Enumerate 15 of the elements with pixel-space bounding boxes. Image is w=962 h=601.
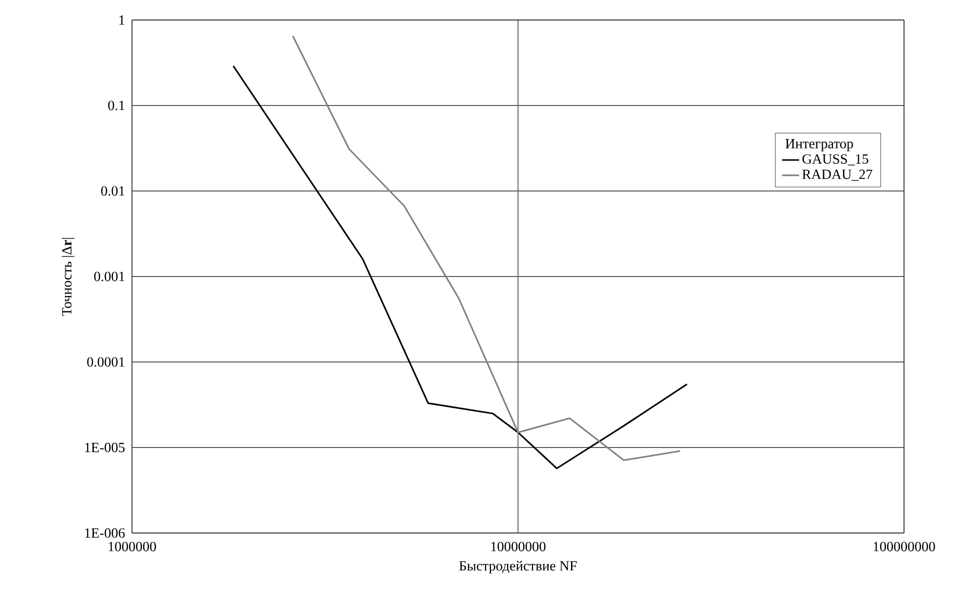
y-tick-label: 1E-006 [85, 528, 125, 538]
y-axis-title: Точность |Δr| [62, 238, 74, 316]
x-tick-label: 1000000 [108, 542, 156, 552]
y-tick-label: 0.0001 [87, 357, 124, 367]
legend-label: RADAU_27 [802, 170, 872, 181]
y-tick-label: 0.001 [94, 272, 124, 282]
y-tick-label: 0.1 [108, 100, 124, 110]
legend-title: Интегратор [786, 139, 854, 152]
x-tick-label: 100000000 [874, 542, 936, 552]
x-axis-title: Быстродействие NF [459, 560, 577, 574]
x-tick-label: 10000000 [491, 542, 546, 552]
legend-label: GAUSS_15 [802, 154, 868, 166]
y-tick-label: 0.01 [101, 186, 124, 196]
y-tick-label: 1 [119, 15, 124, 25]
y-tick-label: 1E-005 [85, 442, 125, 452]
